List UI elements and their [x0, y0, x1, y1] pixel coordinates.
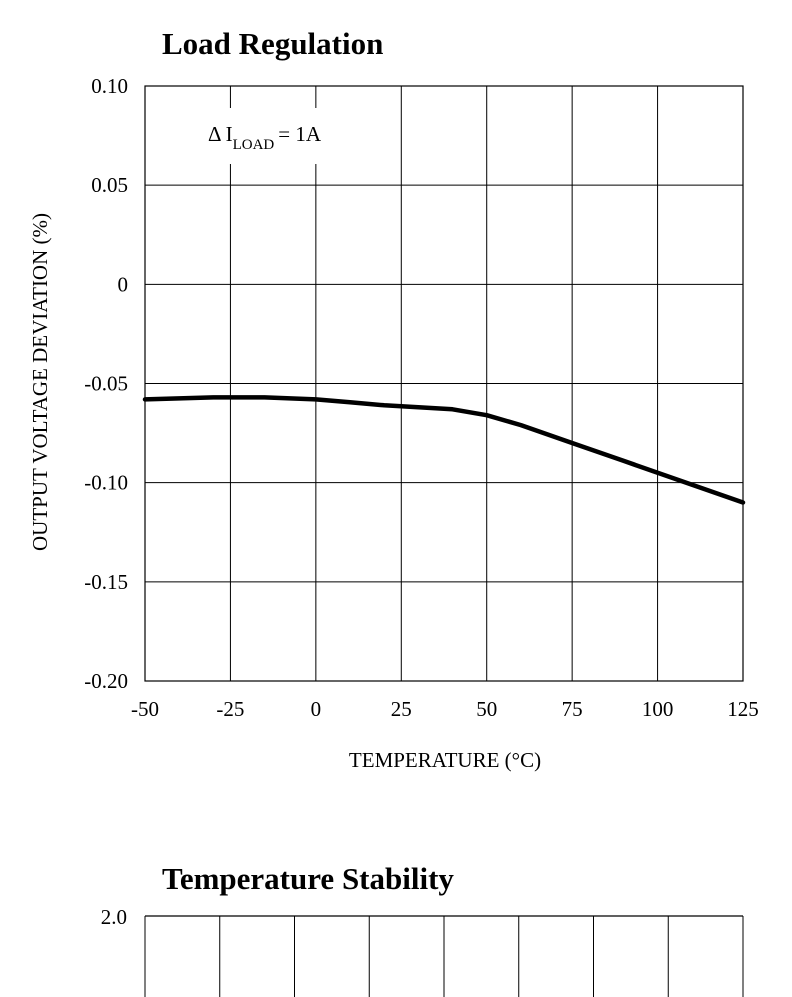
y-tick-label: 0.10: [91, 74, 128, 98]
grid: [144, 915, 744, 997]
x-tick-label: 125: [727, 697, 759, 721]
annotation: Δ ILOAD = 1A: [208, 122, 322, 153]
y-tick-label: 0.05: [91, 173, 128, 197]
x-tick-label: 100: [642, 697, 674, 721]
chart-title: Temperature Stability: [162, 861, 454, 896]
y-tick-label: -0.05: [84, 372, 128, 396]
x-tick-label: 50: [476, 697, 497, 721]
y-tick-label: -0.15: [84, 570, 128, 594]
x-axis-label: TEMPERATURE (°C): [349, 748, 541, 772]
x-tick-labels: -50 -25 0 25 50 75 100 125: [131, 697, 759, 721]
grid: [144, 85, 744, 682]
y-tick-label: -0.20: [84, 669, 128, 693]
x-tick-label: 75: [562, 697, 583, 721]
chart-title: Load Regulation: [162, 26, 383, 61]
y-axis-label: OUTPUT VOLTAGE DEVIATION (%): [28, 213, 52, 551]
x-tick-label: 25: [391, 697, 412, 721]
y-tick-label: 0: [118, 272, 129, 296]
series-line: [142, 395, 746, 505]
y-tick-label: 2.0: [101, 905, 127, 929]
y-tick-label: -0.10: [84, 471, 128, 495]
temperature-stability-chart: Temperature Stability 2.0: [101, 861, 744, 997]
annotation-background: [196, 108, 346, 164]
y-tick-labels: 0.10 0.05 0 -0.05 -0.10 -0.15 -0.20: [84, 74, 128, 693]
x-tick-label: -25: [216, 697, 244, 721]
plot-frame: [144, 85, 744, 682]
x-tick-label: 0: [311, 697, 322, 721]
x-tick-label: -50: [131, 697, 159, 721]
load-regulation-chart: Load Regulation -50 -25 0 25 50 75 100 125 0.10…: [28, 26, 759, 772]
